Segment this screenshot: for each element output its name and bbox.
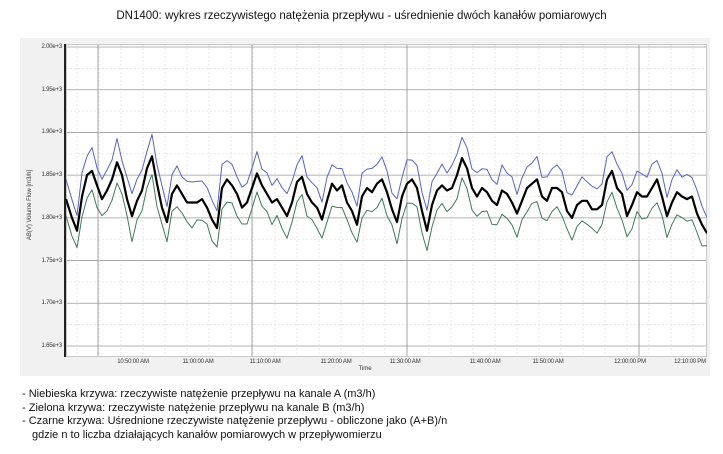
- note-average-cont: gdzie n to liczba działających kanałów p…: [32, 428, 382, 441]
- y-tick-label: 1.95e+3: [41, 86, 63, 93]
- y-tick-label: 1.65e+3: [41, 343, 63, 349]
- y-axis-label: AB(V) Volume Flow [m3/h]: [27, 169, 33, 241]
- caption-notes: - Niebieska krzywa: rzeczywiste natężeni…: [22, 388, 447, 442]
- y-tick-label: 1.80e+3: [41, 214, 63, 221]
- x-tick-label: 11:00:00 AM: [182, 359, 214, 365]
- note-average: - Czarne krzywa: Uśrednione rzeczywiste …: [22, 415, 448, 427]
- y-tick-label: 1.75e+3: [41, 257, 63, 264]
- average-line: [66, 155, 707, 234]
- channel-b-line: [66, 174, 707, 251]
- channel-a-line: [66, 133, 707, 218]
- x-tick-label: 12:10:00 PM: [674, 359, 706, 365]
- chart-title: DN1400: wykres rzeczywistego natężenia p…: [116, 10, 607, 22]
- note-channel-b: - Zielona krzywa: rzeczywiste natężenie …: [22, 401, 365, 414]
- plot-area: [64, 44, 707, 357]
- plot-frame: [66, 44, 707, 357]
- x-tick-label: 11:50:00 AM: [532, 359, 564, 365]
- line-chart-svg: [66, 44, 707, 357]
- x-axis-label: Time: [358, 366, 372, 372]
- y-tick-label: 1.70e+3: [41, 300, 63, 307]
- x-tick-label: 11:10:00 AM: [249, 359, 281, 365]
- y-tick-label: 1.85e+3: [41, 172, 63, 179]
- x-tick-label: 10:50:00 AM: [117, 359, 149, 365]
- y-tick-label: 2.00e+3: [41, 44, 63, 50]
- y-tick-label: 1.90e+3: [41, 129, 63, 136]
- x-tick-label: 11:40:00 AM: [469, 359, 501, 365]
- note-channel-a: - Niebieska krzywa: rzeczywiste natężeni…: [22, 388, 376, 400]
- x-tick-label: 11:20:00 AM: [320, 359, 352, 365]
- x-tick-label: 11:30:00 AM: [389, 359, 421, 365]
- x-tick-label: 12:00:00 PM: [614, 359, 646, 365]
